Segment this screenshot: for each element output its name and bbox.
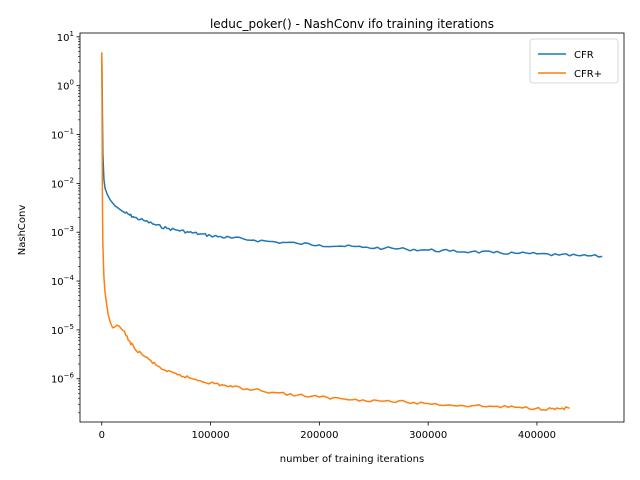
chart-title: leduc_poker() - NashConv ifo training it… [210, 17, 494, 31]
y-tick-label: 10−5 [51, 323, 74, 337]
x-tick-label: 300000 [409, 430, 447, 441]
legend-box [529, 38, 619, 84]
y-tick-base: 10 [51, 228, 64, 239]
y-tick-exponent: 1 [70, 30, 74, 38]
y-tick-label: 10−3 [51, 225, 74, 239]
y-tick-base: 10 [51, 326, 64, 337]
x-tick-label: 100000 [191, 430, 229, 441]
x-axis-label: number of training iterations [280, 454, 424, 465]
y-tick-base: 10 [51, 179, 64, 190]
y-tick-label: 10−6 [51, 372, 75, 386]
y-tick-base: 10 [57, 33, 70, 44]
x-tick-label: 200000 [300, 430, 338, 441]
legend-label: CFR [574, 50, 594, 61]
y-tick-exponent: −1 [64, 128, 74, 136]
x-axis: 0 100000 200000 300000 400000 [99, 422, 556, 441]
y-tick-exponent: −6 [64, 372, 75, 380]
legend: CFR CFR+ [529, 38, 619, 84]
y-tick-base: 10 [51, 277, 64, 288]
plot-frame [79, 32, 625, 423]
y-tick-exponent: −5 [64, 323, 74, 331]
y-tick-exponent: −3 [64, 225, 74, 233]
y-tick-label: 100 [57, 79, 74, 93]
x-tick-label: 0 [99, 430, 105, 441]
y-tick-label: 10−2 [51, 176, 74, 190]
legend-label: CFR+ [574, 69, 602, 80]
series-line-cfr [101, 52, 603, 258]
y-tick-exponent: 0 [70, 79, 74, 87]
y-tick-label: 10−4 [51, 274, 75, 288]
y-tick-label: 10−1 [51, 128, 74, 142]
series-line-cfr-plus [101, 52, 570, 412]
y-tick-label: 101 [57, 30, 74, 44]
y-tick-exponent: −2 [64, 176, 74, 184]
y-tick-base: 10 [51, 375, 64, 386]
series-lines [101, 52, 603, 412]
y-tick-exponent: −4 [64, 274, 75, 282]
x-tick-label: 400000 [518, 430, 556, 441]
y-axis-label: NashConv [17, 205, 28, 256]
y-tick-base: 10 [57, 82, 70, 93]
y-tick-base: 10 [51, 131, 64, 142]
